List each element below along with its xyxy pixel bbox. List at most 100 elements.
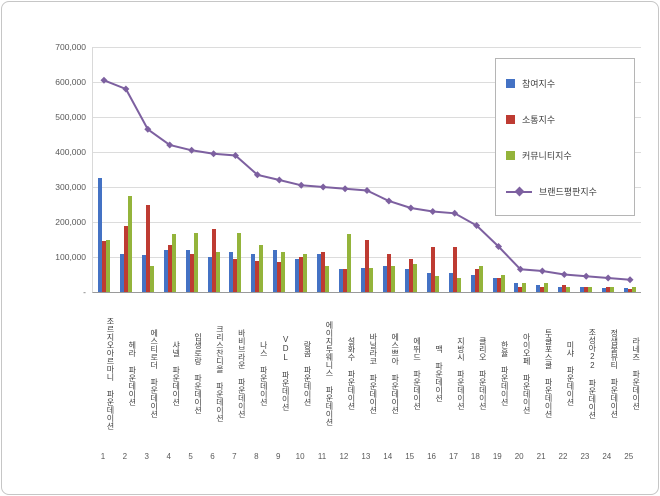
participation-index-swatch-icon (506, 78, 515, 88)
participation-index-bar (558, 286, 563, 292)
rank-label: 22 (558, 452, 568, 461)
category-label: 에스티로더 파운데이션 (149, 328, 158, 418)
brand-reputation-index-marker-icon (231, 152, 239, 159)
category-label: 에이지투웨니스 파운데이션 (324, 320, 333, 426)
community-index-bar (632, 287, 637, 292)
community-index-bar (193, 232, 198, 292)
community-index-bar (390, 265, 395, 292)
rank-label: 12 (339, 452, 349, 461)
participation-index-bar (624, 287, 629, 292)
community-index-bar (566, 286, 571, 292)
category-label: 지방시 파운데이션 (456, 336, 465, 410)
community-index-bar (522, 283, 527, 292)
rank-label: 11 (317, 452, 327, 461)
y-axis: - 100,000 200,000 300,000 400,000 500,000 600,… (2, 42, 86, 297)
category-label: 나스 파운데이션 (259, 340, 268, 406)
category-label: 헤라 파운데이션 (127, 340, 136, 406)
community-index-bar (500, 274, 505, 292)
x-axis-rank-labels: 1 2 3 4 5 6 7 8 9 10 11 12 13 14 15 16 17 18 19 20 21 22 23 24 2… (92, 452, 640, 461)
legend-label-communication-index: 소통지수 (522, 114, 556, 125)
gridline (93, 222, 641, 223)
rank-label: 21 (536, 452, 546, 461)
brand-reputation-index-marker-icon (385, 197, 393, 205)
participation-index-bar (536, 285, 541, 292)
brand-reputation-index-marker-icon (582, 272, 590, 280)
category-label: 바비브라운 파운데이션 (237, 328, 246, 418)
communication-index-bar (584, 286, 589, 292)
legend-diamond-icon (514, 186, 525, 196)
communication-index-bar (606, 286, 611, 292)
category-label: 랑콤 파운데이션 (303, 340, 312, 406)
participation-index-bar (492, 278, 497, 292)
rank-label: 1 (100, 452, 106, 461)
brand-reputation-index-marker-icon (516, 265, 524, 273)
participation-index-bar (580, 286, 585, 292)
community-index-bar (412, 264, 417, 292)
communication-index-bar (518, 286, 523, 292)
category-label: 한율 파운데이션 (500, 340, 509, 406)
rank-label: 25 (624, 452, 634, 461)
brand-reputation-index-marker-icon (538, 267, 546, 275)
y-tick-label: 700,000 (55, 42, 86, 52)
communication-index-bar (496, 278, 501, 292)
category-label: 설화수 파운데이션 (346, 336, 355, 410)
rank-label: 14 (383, 452, 393, 461)
rank-label: 8 (254, 452, 259, 461)
brand-reputation-index-marker-icon (451, 209, 459, 217)
category-label: 맥 파운데이션 (434, 344, 443, 402)
category-label: 아이오페 파운데이션 (522, 332, 531, 414)
category-label: 샤넬 파운데이션 (171, 340, 180, 406)
rank-label: 9 (275, 452, 281, 461)
community-index-bar (105, 239, 110, 292)
category-label: 크리스찬디올 파운데이션 (215, 324, 224, 422)
y-tick-label: 100,000 (55, 252, 86, 262)
community-index-bar (281, 251, 286, 292)
community-index-bar (149, 265, 154, 292)
y-tick-label: 600,000 (55, 77, 86, 87)
y-tick-label: 400,000 (55, 147, 86, 157)
category-label: 라네즈 파운데이션 (631, 336, 640, 410)
participation-index-bar (602, 287, 607, 292)
community-index-bar (456, 278, 461, 292)
community-index-bar (478, 265, 483, 292)
category-label: 조성아22 파운데이션 (587, 327, 596, 419)
category-label: 미샤 파운데이션 (565, 340, 574, 406)
community-index-bar (610, 287, 615, 292)
brand-reputation-index-marker-icon (253, 171, 261, 179)
community-index-bar (215, 251, 220, 292)
brand-reputation-index-marker-icon (407, 204, 415, 212)
rank-label: 13 (361, 452, 371, 461)
community-index-bar (544, 283, 549, 292)
brand-reputation-index-marker-icon (495, 243, 503, 250)
legend-item-participation-index: 참여지수 (506, 77, 624, 90)
rank-label: 23 (580, 452, 590, 461)
legend-label-community-index: 커뮤니티지수 (522, 150, 572, 161)
category-label: 바닐라코 파운데이션 (368, 332, 377, 414)
category-label: 에스쁘아 파운데이션 (390, 332, 399, 414)
category-label: 에뛰드 파운데이션 (412, 336, 421, 410)
category-label: 조르지오아르마니 파운데이션 (105, 316, 114, 430)
y-tick-label: 300,000 (55, 182, 86, 192)
category-label: 클리오 파운데이션 (478, 336, 487, 410)
brand-reputation-index-marker-icon (626, 276, 634, 284)
community-index-bar (369, 267, 373, 292)
community-index-bar (588, 286, 593, 292)
community-index-bar (127, 195, 132, 292)
rank-label: 6 (210, 452, 215, 461)
participation-index-bar (426, 272, 431, 292)
communication-index-bar (628, 288, 633, 292)
category-label: 정샘물뷰티 파운데이션 (609, 328, 618, 418)
community-index-swatch-icon (506, 150, 515, 160)
brand-reputation-index-marker-icon (166, 141, 174, 149)
communication-index-bar (540, 286, 545, 292)
rank-label: 10 (295, 452, 305, 461)
community-index-bar (325, 265, 330, 292)
gridline (93, 47, 641, 48)
category-label: 입생로랑 파운데이션 (193, 332, 202, 414)
brand-reputation-index-swatch-icon (506, 186, 532, 196)
category-label: 투쿨포스쿨 파운데이션 (544, 328, 553, 418)
community-index-bar (259, 244, 264, 292)
rank-label: 20 (514, 452, 524, 461)
